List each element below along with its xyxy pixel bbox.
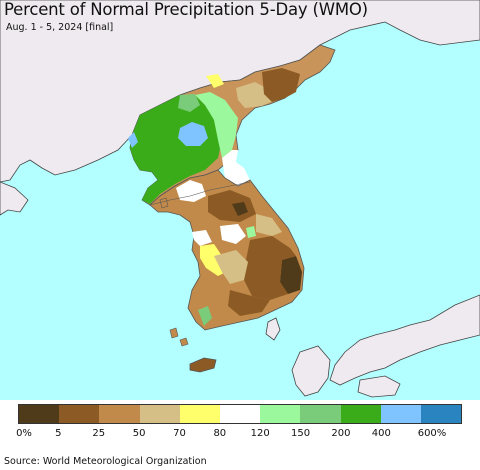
tsushima-island (265, 317, 281, 341)
sk-white-west (192, 230, 212, 246)
legend-swatch (179, 405, 220, 423)
legend-swatch (219, 405, 261, 423)
source-credit: Source: World Meteorological Organizatio… (4, 456, 207, 467)
nk-medium-green-zone (178, 94, 200, 112)
legend-swatch (139, 405, 180, 423)
sk-brown-north (208, 190, 256, 222)
date-subtitle: Aug. 1 - 5, 2024 [final] (6, 22, 114, 33)
legend-tick-label: 70 (173, 428, 186, 439)
legend-tick-label: 80 (213, 428, 227, 439)
jeju-island (189, 357, 217, 373)
legend-tick-label: 0% (16, 428, 32, 439)
precipitation-map (0, 0, 480, 400)
legend-swatch (420, 405, 462, 423)
nk-east-brown-zone (262, 68, 300, 102)
legend-tick-label: 400 (371, 428, 391, 439)
legend-tick-label: 120 (250, 428, 270, 439)
legend-swatch (260, 405, 301, 423)
nk-yellow-zone (206, 74, 224, 88)
legend-swatch (380, 405, 421, 423)
legend-color-bar (18, 404, 462, 424)
legend-tick-label: 25 (92, 428, 106, 439)
nk-green-zone (130, 95, 222, 204)
legend-swatch (300, 405, 341, 423)
nk-light-green-zone (195, 92, 238, 158)
sk-green-spot (246, 226, 256, 238)
kyushu-land (291, 345, 331, 397)
japan-land (329, 294, 480, 386)
sk-dark-brown-east (280, 256, 302, 294)
shandong-land (0, 181, 29, 216)
nk-blue-west-zone (128, 132, 138, 148)
sk-white-central (220, 224, 246, 244)
legend-swatch (99, 405, 140, 423)
legend-tick-label: 50 (132, 428, 146, 439)
sk-brown-south (228, 290, 270, 316)
legend-tick-label: 5 (55, 428, 62, 439)
legend-swatch (19, 405, 60, 423)
legend-tick-label: 200 (331, 428, 351, 439)
sk-tan-west (214, 250, 248, 284)
legend-tick-label: 600% (417, 428, 447, 439)
west-islands (159, 197, 189, 347)
korea-boundary-line (149, 181, 251, 206)
sk-tan-central (256, 214, 282, 236)
sk-dark-north (232, 202, 248, 216)
legend-swatch (340, 405, 381, 423)
shikoku-land (357, 375, 401, 398)
legend-swatch (59, 405, 100, 423)
nk-blue-zone (178, 122, 208, 146)
page-title: Percent of Normal Precipitation 5-Day (W… (4, 0, 368, 19)
sk-brown-east (244, 236, 296, 300)
sk-green-south (198, 306, 212, 326)
legend-tick-label: 150 (290, 428, 311, 439)
nk-southeast-white (222, 150, 250, 186)
sk-white-northwest (176, 180, 206, 202)
